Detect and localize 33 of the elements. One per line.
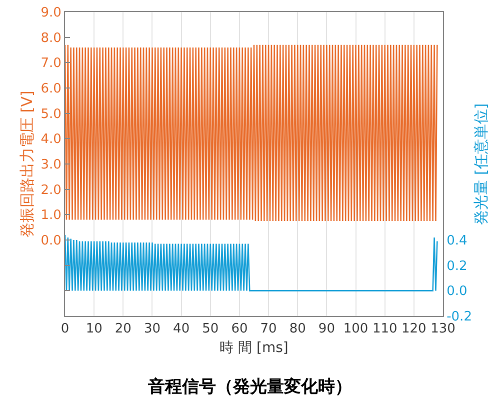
y-tick-label: 1.0 — [40, 208, 62, 224]
x-tick-label: 130 — [430, 322, 456, 337]
x-tick-label: 50 — [202, 322, 219, 337]
y-tick-label: 3.0 — [40, 158, 62, 173]
y2-tick-label: 0.4 — [446, 234, 468, 249]
line-series — [65, 44, 438, 222]
line-series — [65, 234, 438, 292]
y-tick-label: 0.0 — [40, 234, 62, 249]
y2-tick-label: 0.0 — [446, 284, 468, 300]
x-tick-label: 20 — [114, 322, 132, 337]
y2-tick-label: 0.2 — [446, 258, 468, 274]
x-tick-label: 60 — [231, 322, 248, 337]
y-tick-label: 9.0 — [40, 6, 62, 21]
x-tick-label: 100 — [343, 322, 368, 337]
x-tick-label: 80 — [289, 322, 306, 337]
y2-axis-title: 発光量 [任意単位] — [472, 103, 490, 225]
y-tick-label: 4.0 — [40, 132, 62, 148]
text: 音程信号（発光量変化時） — [147, 377, 352, 397]
y-tick-label: 2.0 — [40, 182, 62, 198]
x-tick-label: 70 — [260, 322, 277, 337]
x-axis-title: 時 間 [ms] — [220, 340, 288, 356]
y-tick-label: 5.0 — [40, 106, 62, 122]
y-tick-label: 7.0 — [40, 56, 62, 72]
x-tick-label: 90 — [318, 322, 335, 337]
x-tick-label: 0 — [60, 322, 70, 337]
x-tick-label: 110 — [372, 322, 398, 337]
y-tick-label: 6.0 — [40, 82, 62, 97]
y-axis-title: 発振回路出力電圧 [V] — [18, 90, 36, 238]
x-tick-label: 40 — [173, 322, 190, 337]
x-tick-label: 120 — [402, 322, 426, 337]
y-tick-label: 8.0 — [40, 30, 62, 46]
x-tick-label: 30 — [144, 322, 161, 337]
x-tick-label: 10 — [86, 322, 102, 337]
